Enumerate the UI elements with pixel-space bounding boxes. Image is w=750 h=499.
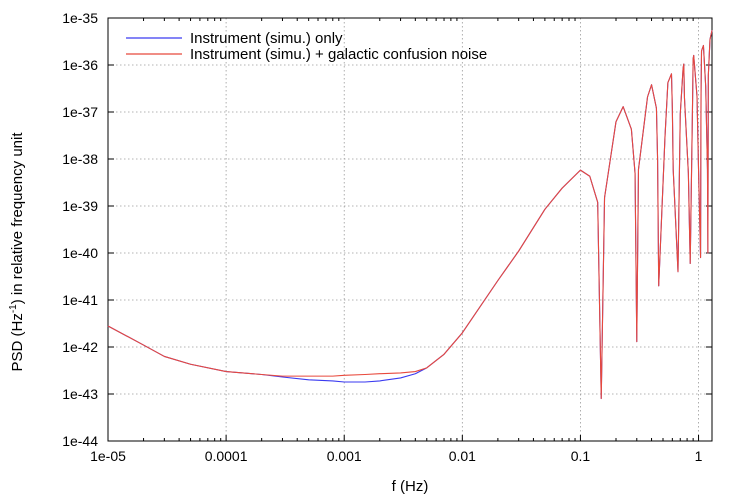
y-tick-label: 1e-37 bbox=[62, 104, 98, 120]
x-axis-label: f (Hz) bbox=[392, 478, 429, 495]
y-tick-label: 1e-35 bbox=[62, 10, 98, 26]
y-tick-label: 1e-38 bbox=[62, 151, 98, 167]
y-tick-label: 1e-42 bbox=[62, 339, 98, 355]
y-axis-label-exponent: -1 bbox=[8, 304, 19, 313]
series-line-1 bbox=[107, 30, 713, 400]
y-axis-label-prefix: PSD (Hz bbox=[9, 313, 26, 371]
series-group bbox=[107, 30, 713, 400]
y-tick-label: 1e-43 bbox=[62, 386, 98, 402]
series-line-2 bbox=[107, 30, 713, 400]
y-tick-label: 1e-39 bbox=[62, 198, 98, 214]
y-axis-label-suffix: ) in relative frequency unit bbox=[9, 132, 26, 305]
axis-ticks: 1e-05 0.0001 0.001 0.01 0.1 1 1e-44 1e-43 1e-42 1… bbox=[62, 10, 712, 464]
legend-label-1: Instrument (simu.) only bbox=[190, 30, 343, 47]
x-tick-label: 0.01 bbox=[449, 448, 476, 464]
x-tick-label: 0.001 bbox=[327, 448, 362, 464]
y-tick-label: 1e-40 bbox=[62, 245, 98, 261]
y-tick-label: 1e-44 bbox=[62, 433, 98, 449]
x-tick-label: 0.0001 bbox=[205, 448, 248, 464]
x-tick-label: 1 bbox=[695, 448, 703, 464]
y-tick-label: 1e-41 bbox=[62, 292, 98, 308]
plot-frame bbox=[107, 17, 713, 442]
legend-label-2: Instrument (simu.) + galactic confusion … bbox=[190, 46, 487, 63]
y-tick-label: 1e-36 bbox=[62, 57, 98, 73]
x-tick-label: 0.1 bbox=[571, 448, 591, 464]
grid-lines bbox=[108, 18, 712, 441]
y-axis-label: PSD (Hz-1) in relative frequency unit bbox=[8, 132, 26, 372]
x-tick-label: 1e-05 bbox=[90, 448, 126, 464]
